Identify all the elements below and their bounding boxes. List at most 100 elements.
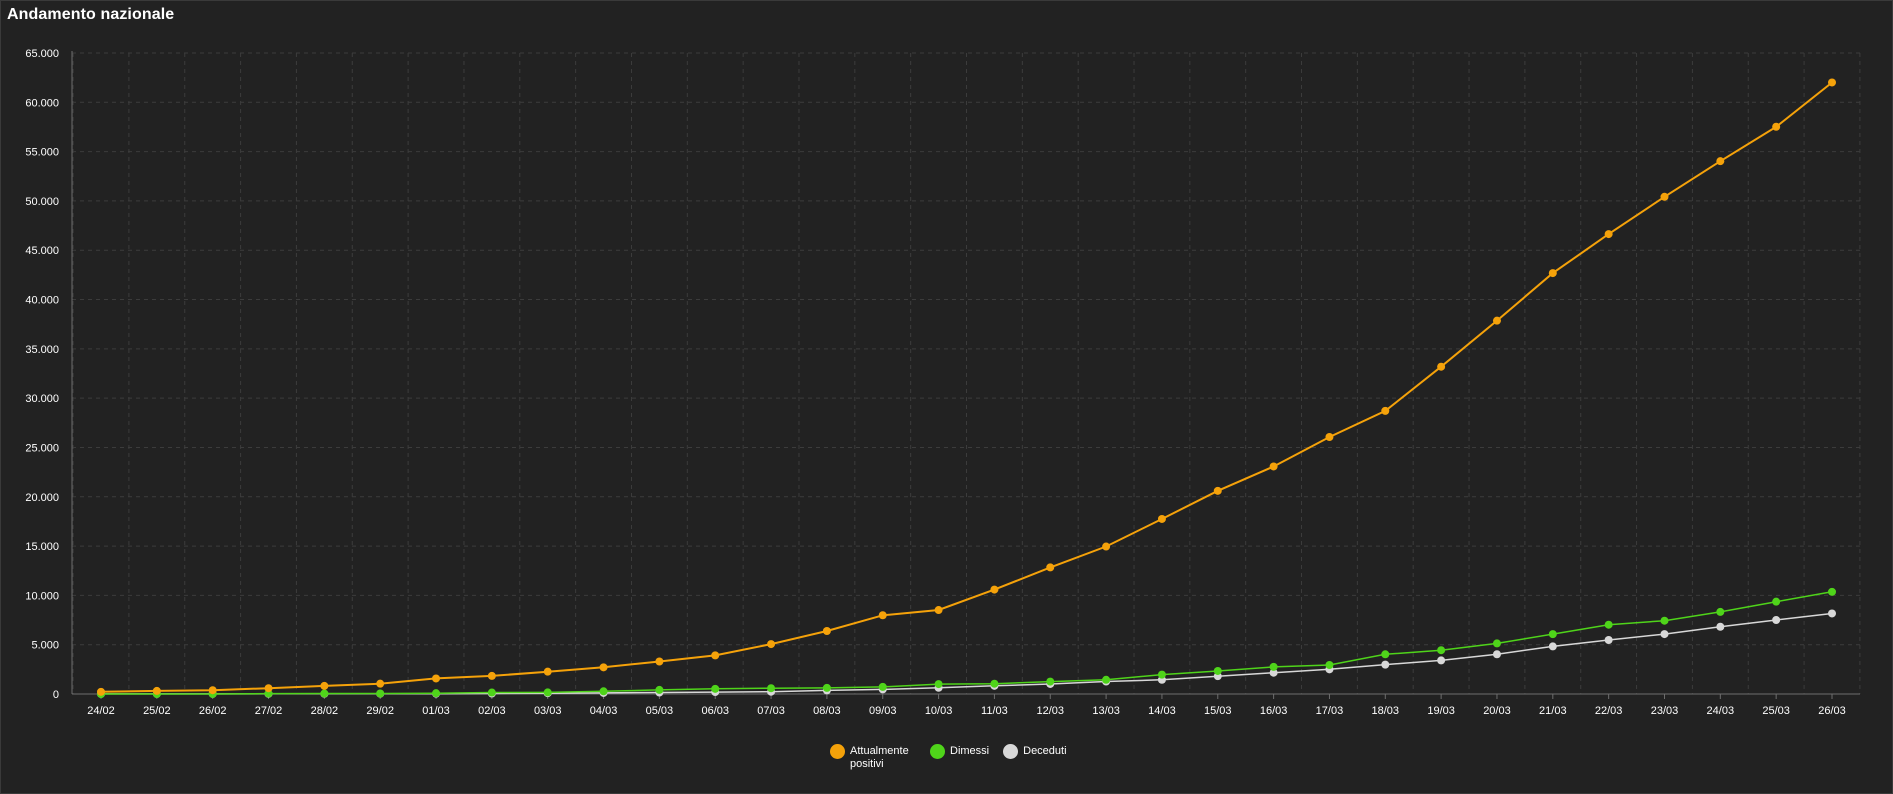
data-point-dimessi [878,682,887,691]
x-tick-label: 26/03 [1818,705,1846,717]
data-point-dimessi [1437,646,1446,655]
x-tick-label: 25/02 [143,705,171,717]
data-point-attualmente-positivi [1548,269,1557,278]
y-tick-label: 5.000 [31,640,59,652]
series-attualmente-positivi [97,78,1836,696]
x-tick-label: 11/03 [981,705,1008,717]
data-point-attualmente-positivi [432,674,441,683]
data-point-dimessi [487,688,496,697]
data-point-attualmente-positivi [1772,122,1781,131]
x-tick-label: 14/03 [1148,705,1176,717]
data-point-deceduti [1716,622,1725,631]
x-tick-label: 19/03 [1427,705,1455,717]
legend-label: Dimessi [950,745,990,757]
data-point-dimessi [320,689,329,698]
legend-marker-icon [930,744,945,759]
y-tick-labels: 0 5.000 10.000 15.000 20.000 25.000 30.000 35.0… [25,48,59,701]
x-tick-label: 24/03 [1707,705,1735,717]
data-point-attualmente-positivi [264,684,273,693]
data-point-deceduti [1660,630,1669,639]
data-point-attualmente-positivi [376,679,385,688]
data-point-dimessi [1157,670,1166,679]
x-tick-label: 12/03 [1036,705,1064,717]
y-tick-label: 55.000 [25,147,59,159]
data-point-attualmente-positivi [1660,192,1669,201]
x-tick-label: 20/03 [1483,705,1511,717]
data-point-attualmente-positivi [599,663,608,672]
grid-lines [72,52,1861,694]
y-tick-label: 65.000 [25,48,59,60]
x-tick-label: 21/03 [1539,705,1567,717]
data-point-dimessi [655,685,664,694]
data-point-attualmente-positivi [990,585,999,594]
legend-item-deceduti[interactable]: Deceduti [1003,744,1067,759]
data-point-dimessi [1381,650,1390,659]
data-point-attualmente-positivi [1381,406,1390,415]
x-tick-label: 08/03 [813,705,841,717]
data-point-dimessi [1716,607,1725,616]
x-tick-label: 23/03 [1651,705,1679,717]
x-tick-label: 27/02 [255,705,283,717]
x-tick-label: 16/03 [1260,705,1288,717]
data-point-attualmente-positivi [1604,230,1613,239]
legend-label: Deceduti [1023,745,1067,757]
y-tick-label: 0 [53,689,59,701]
data-point-attualmente-positivi [1157,514,1166,523]
data-point-dimessi [1828,587,1836,596]
data-point-attualmente-positivi [1269,462,1278,471]
data-point-deceduti [1772,616,1781,625]
data-point-deceduti [1437,656,1446,665]
legend-item-attualmente-positivi[interactable]: Attualmente positivi [830,744,916,771]
y-tick-label: 50.000 [25,196,59,208]
data-point-deceduti [1492,650,1501,659]
legend-item-dimessi[interactable]: Dimessi [930,744,990,759]
data-point-dimessi [599,687,608,696]
x-tick-label: 28/02 [311,705,339,717]
x-tick-label: 15/03 [1204,705,1232,717]
x-tick-label: 09/03 [869,705,897,717]
x-tick-label: 18/03 [1372,705,1400,717]
x-tick-label: 03/03 [534,705,562,717]
x-tick-label: 24/02 [87,705,115,717]
data-point-dimessi [376,689,385,698]
data-point-attualmente-positivi [1492,316,1501,325]
data-point-dimessi [1046,677,1055,686]
data-point-deceduti [1548,642,1557,651]
x-tick-label: 22/03 [1595,705,1623,717]
x-tick-label: 04/03 [590,705,618,717]
data-point-attualmente-positivi [767,640,776,649]
data-point-dimessi [1772,597,1781,606]
data-point-attualmente-positivi [1828,78,1836,87]
chart-legend: Attualmente positivi Dimessi Deceduti [830,744,1067,771]
x-tick-label: 05/03 [646,705,674,717]
x-tick-labels: 24/02 25/02 26/02 27/02 28/02 29/02 01/03 02/03… [87,705,1846,717]
data-point-attualmente-positivi [1437,362,1446,371]
data-point-dimessi [934,680,943,689]
data-point-dimessi [1213,666,1222,675]
x-tick-label: 06/03 [701,705,729,717]
x-tick-label: 01/03 [422,705,450,717]
series-lines [97,78,1836,698]
data-point-dimessi [432,689,441,698]
data-point-dimessi [543,688,552,697]
data-point-dimessi [990,679,999,688]
y-tick-label: 25.000 [25,442,59,454]
data-point-dimessi [1325,660,1334,669]
y-tick-label: 40.000 [25,295,59,307]
x-tick-label: 07/03 [757,705,785,717]
x-tick-label: 25/03 [1762,705,1790,717]
legend-label: Attualmente positivi [850,745,909,770]
x-tick-label: 10/03 [925,705,953,717]
data-point-attualmente-positivi [1213,486,1222,495]
data-point-attualmente-positivi [1325,432,1334,441]
y-tick-label: 30.000 [25,393,59,405]
data-point-attualmente-positivi [97,687,105,696]
legend-marker-icon [1003,744,1019,759]
x-tick-label: 26/02 [199,705,227,717]
data-point-attualmente-positivi [878,611,887,620]
x-tick-label: 17/03 [1316,705,1344,717]
data-point-deceduti [1269,668,1278,677]
data-point-attualmente-positivi [320,681,329,690]
